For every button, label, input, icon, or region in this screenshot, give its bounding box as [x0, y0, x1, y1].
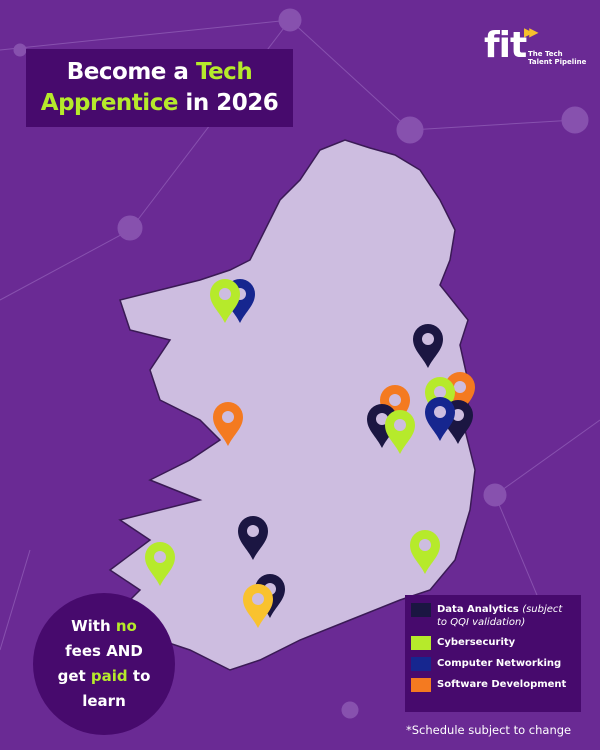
pin-dot [154, 551, 166, 563]
location-pin-icon [209, 278, 240, 323]
pin-dot [434, 406, 446, 418]
location-pin-icon [413, 324, 443, 368]
pin-dot [247, 525, 259, 537]
pin-dot [219, 288, 231, 300]
ireland-map [108, 139, 476, 671]
pins-layer [145, 278, 475, 628]
pin-dot [376, 413, 388, 425]
play-arrows-icon: ▶▶ [524, 25, 539, 39]
location-pin-icon [145, 542, 175, 586]
location-pin-icon [425, 397, 455, 441]
legend-item-computer-networking: Computer Networking [411, 657, 575, 671]
pin-dot [422, 333, 434, 345]
pin-dot [394, 419, 406, 431]
pin-dot [419, 539, 431, 551]
location-pin-icon [385, 410, 415, 454]
location-pin-icon [213, 402, 243, 446]
location-pin-icon [380, 385, 410, 429]
no-fees-badge: With no fees AND get paid to learn [33, 593, 175, 735]
location-pin-icon [237, 515, 268, 560]
pin-dot [454, 381, 466, 393]
pin-dot [222, 411, 234, 423]
pin-dot [434, 386, 446, 398]
pin-dot [252, 593, 264, 605]
location-pin-icon [243, 584, 273, 628]
legend-item-cybersecurity: Cybersecurity [411, 636, 575, 650]
headline: Become a Tech Apprentice in 2026 [26, 49, 293, 127]
location-pin-icon [445, 372, 475, 416]
legend-item-data-analytics: Data Analytics (subject to QQI validatio… [411, 603, 575, 629]
legend: Data Analytics (subject to QQI validatio… [405, 595, 581, 712]
legend-item-software-development: Software Development [411, 678, 575, 692]
fit-logo: fit ▶▶ The Tech Talent Pipeline [484, 25, 587, 66]
footnote: *Schedule subject to change [406, 723, 572, 737]
pin-dot [389, 394, 401, 406]
location-pin-icon [410, 530, 440, 574]
